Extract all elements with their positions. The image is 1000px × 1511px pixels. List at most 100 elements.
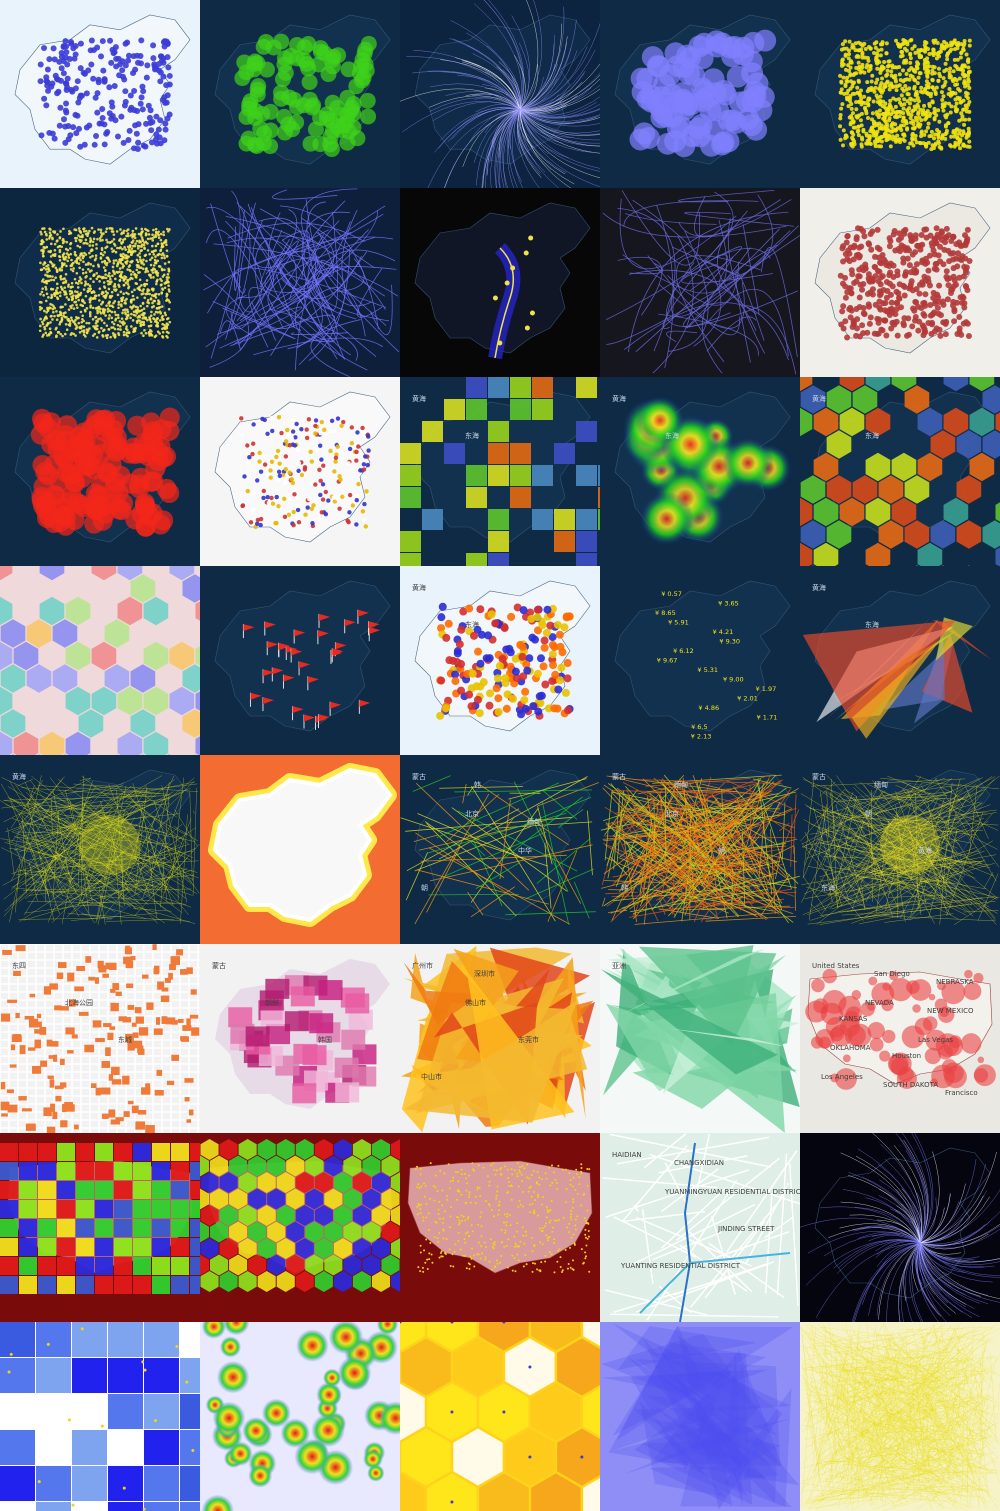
map-place-label: 韩 (621, 883, 628, 892)
price-label: ¥ 5.31 (697, 666, 718, 674)
map-tile-39 (600, 1322, 800, 1511)
map-canvas (0, 1322, 200, 1511)
map-canvas (200, 0, 400, 188)
map-tile-4 (600, 0, 800, 188)
map-place-label: 东海 (821, 883, 835, 892)
map-canvas (600, 1322, 800, 1511)
map-canvas (600, 0, 800, 188)
map-tile-32 (200, 1133, 400, 1322)
map-tile-19: ¥ 0.57 ¥ 3.65 ¥ 8.65 ¥ 5.91 ¥ 4.21 ¥ 9.30 ¥ 6.… (600, 566, 800, 755)
map-place-label: 东四 (12, 961, 26, 970)
map-place-label: JINDING STREET (717, 1225, 775, 1233)
map-canvas (400, 1133, 600, 1322)
map-canvas (800, 1322, 1000, 1511)
price-label: ¥ 2.13 (691, 733, 712, 741)
map-place-label: United States (812, 962, 860, 970)
price-label: ¥ 3.65 (718, 600, 739, 608)
map-tile-7 (200, 188, 400, 377)
map-place-label: NEW MEXICO (927, 1007, 974, 1015)
map-canvas (0, 566, 200, 755)
map-canvas: HAIDIAN YUANMINGYUAN RESIDENTIAL DISTRICT… (600, 1133, 800, 1322)
map-tile-8 (400, 188, 600, 377)
map-canvas: United States NEVADA Las Vegas Los Angeles S… (800, 944, 1000, 1133)
map-place-label: 深圳市 (474, 969, 495, 978)
map-place-label: 东莞市 (518, 1035, 539, 1044)
map-place-label: 中华 (518, 846, 532, 855)
map-tile-23: 蒙古 北京 中华朝 韩缅甸 (400, 755, 600, 944)
map-place-label: 黄海 (412, 583, 426, 592)
price-label: ¥ 4.21 (713, 628, 734, 636)
map-tile-13: 黄海东海 (400, 377, 600, 566)
map-place-label: 东海 (865, 431, 879, 440)
map-place-label: 东海 (665, 431, 679, 440)
map-place-label: 朝 (865, 810, 872, 818)
map-place-label: Los Angeles (821, 1073, 863, 1081)
map-canvas: 亚洲 (600, 944, 800, 1133)
map-place-label: NEBRASKA (936, 978, 974, 986)
price-label: ¥ 9.67 (657, 657, 678, 665)
map-place-label: 蒙古 (212, 961, 226, 970)
map-canvas (0, 0, 200, 188)
map-tile-12 (200, 377, 400, 566)
map-tile-10 (800, 188, 1000, 377)
map-tile-9 (600, 188, 800, 377)
map-tile-35 (800, 1133, 1000, 1322)
map-place-label: 中山市 (421, 1072, 442, 1081)
price-label: ¥ 4.86 (698, 704, 719, 712)
map-place-label: YUANTING RESIDENTIAL DISTRICT (620, 1262, 741, 1270)
map-place-label: 蒙古 (412, 772, 426, 781)
map-tile-30: United States NEVADA Las Vegas Los Angeles S… (800, 944, 1000, 1133)
map-canvas (200, 566, 400, 755)
map-canvas (200, 1133, 400, 1322)
map-place-label: 东海 (865, 620, 879, 629)
map-tile-11 (0, 377, 200, 566)
map-tile-6 (0, 188, 200, 377)
price-label: ¥ 1.71 (757, 714, 778, 722)
map-place-label: 黄海 (812, 583, 826, 592)
land-shape (407, 1160, 593, 1274)
map-tile-5 (800, 0, 1000, 188)
price-label: ¥ 6.12 (673, 647, 694, 655)
map-tile-33 (400, 1133, 600, 1322)
map-tile-14: 黄海东海 (600, 377, 800, 566)
map-tile-1 (0, 0, 200, 188)
map-place-label: 蒙古 (812, 772, 826, 781)
map-tile-24: 蒙古 北京朝韩 缅甸 (600, 755, 800, 944)
map-canvas (200, 755, 400, 944)
map-canvas: 黄海 (0, 755, 200, 944)
map-canvas (800, 188, 1000, 377)
map-tile-16 (0, 566, 200, 755)
map-place-label: 缅甸 (674, 780, 688, 789)
map-canvas (200, 188, 400, 377)
map-place-label: 黄海 (412, 394, 426, 403)
map-place-label: 佛山市 (465, 998, 486, 1007)
map-place-label: 缅甸 (527, 817, 541, 826)
land-shape (414, 769, 591, 921)
map-place-label: 黄海 (612, 394, 626, 403)
map-tile-26: 东四北海公园东城 (0, 944, 200, 1133)
land-shape (214, 391, 391, 543)
map-canvas (200, 1322, 400, 1511)
map-canvas (200, 377, 400, 566)
price-label: ¥ 2.01 (737, 695, 758, 703)
map-tile-17 (200, 566, 400, 755)
map-tile-31 (0, 1133, 200, 1322)
map-tile-25: 蒙古朝黄海 东海 缅甸 (800, 755, 1000, 944)
map-place-label: 亚洲 (612, 962, 626, 970)
price-label: ¥ 5.91 (668, 619, 689, 627)
map-canvas (800, 0, 1000, 188)
map-place-label: 广州市 (412, 961, 433, 970)
map-place-label: 东城 (118, 1035, 132, 1044)
map-place-label: 蒙古 (612, 772, 626, 781)
map-place-label: 北海公园 (65, 998, 93, 1007)
map-tile-22 (200, 755, 400, 944)
map-place-label: 东海 (465, 431, 479, 440)
price-label: ¥ 9.00 (723, 676, 744, 684)
